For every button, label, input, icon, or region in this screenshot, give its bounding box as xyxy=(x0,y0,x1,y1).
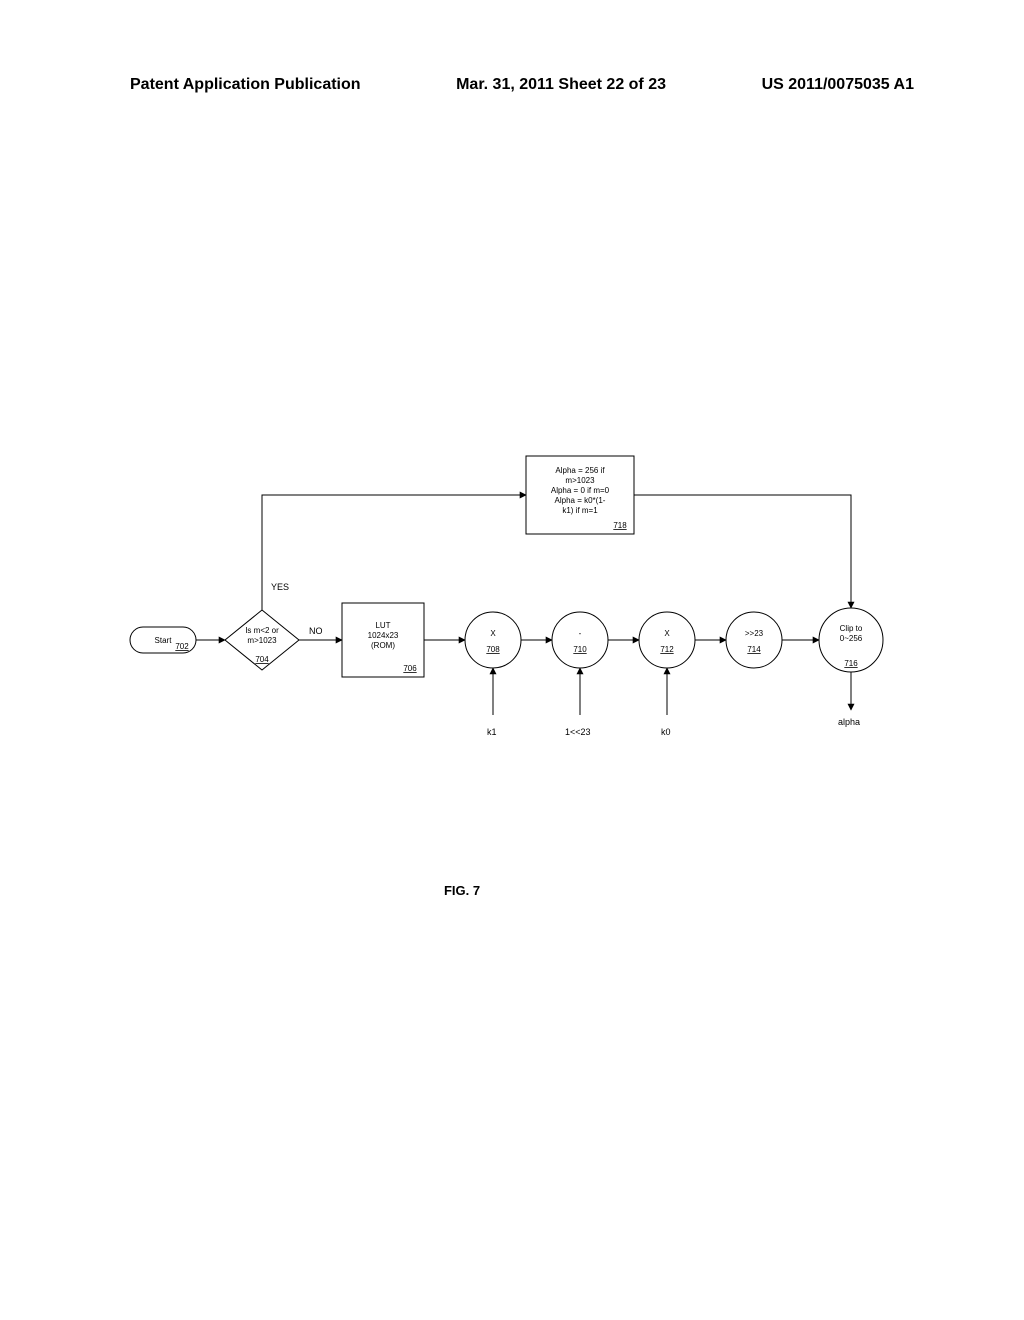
node-label: Alpha = k0*(1- xyxy=(555,496,606,505)
ref-number: 710 xyxy=(573,645,587,654)
node-lut: LUT1024x23(ROM) 706 xyxy=(342,603,424,677)
node-start: Start702 xyxy=(130,627,196,653)
flowchart: NOYESk11<<23k0alphaStart702Is m<2 orm>10… xyxy=(0,0,1024,1320)
node-sub: - 710 xyxy=(552,612,608,668)
node-label: 0~256 xyxy=(840,634,863,643)
node-label: 1024x23 xyxy=(368,631,399,640)
ref-number: 716 xyxy=(844,659,858,668)
node-label: Start xyxy=(155,636,173,645)
edge-label: 1<<23 xyxy=(565,727,591,737)
node-label: Clip to xyxy=(840,624,863,633)
ref-number: 706 xyxy=(403,664,417,673)
edge-label: k0 xyxy=(661,727,671,737)
node-label: (ROM) xyxy=(371,641,395,650)
node-alpha_box: Alpha = 256 ifm>1023Alpha = 0 if m=0Alph… xyxy=(526,456,634,534)
edge-label: YES xyxy=(271,582,289,592)
node-label: Is m<2 or xyxy=(245,626,279,635)
ref-number: 708 xyxy=(486,645,500,654)
ref-number: 704 xyxy=(255,655,269,664)
node-label: m>1023 xyxy=(247,636,277,645)
ref-number: 714 xyxy=(747,645,761,654)
edge xyxy=(262,495,526,610)
edge-label: NO xyxy=(309,626,323,636)
node-decision: Is m<2 orm>1023 704 xyxy=(225,610,299,670)
node-clip: Clip to0~256 716 xyxy=(819,608,883,672)
edge-label: k1 xyxy=(487,727,497,737)
node-label: >>23 xyxy=(745,629,764,638)
node-mul1: X 708 xyxy=(465,612,521,668)
node-label: X xyxy=(490,629,496,638)
node-label: m>1023 xyxy=(565,476,595,485)
node-label: LUT xyxy=(375,621,390,630)
node-label: Alpha = 0 if m=0 xyxy=(551,486,610,495)
node-label: Alpha = 256 if xyxy=(555,466,605,475)
edge xyxy=(634,495,851,608)
ref-number: 718 xyxy=(613,521,627,530)
node-label: k1) if m=1 xyxy=(562,506,598,515)
ref-number: 712 xyxy=(660,645,674,654)
node-mul2: X 712 xyxy=(639,612,695,668)
ref-number: 702 xyxy=(175,642,189,651)
edge-label: alpha xyxy=(838,717,860,727)
node-label: - xyxy=(579,629,582,638)
page: Patent Application Publication Mar. 31, … xyxy=(0,0,1024,1320)
node-shr: >>23 714 xyxy=(726,612,782,668)
node-label: X xyxy=(664,629,670,638)
figure-caption: FIG. 7 xyxy=(412,883,512,898)
